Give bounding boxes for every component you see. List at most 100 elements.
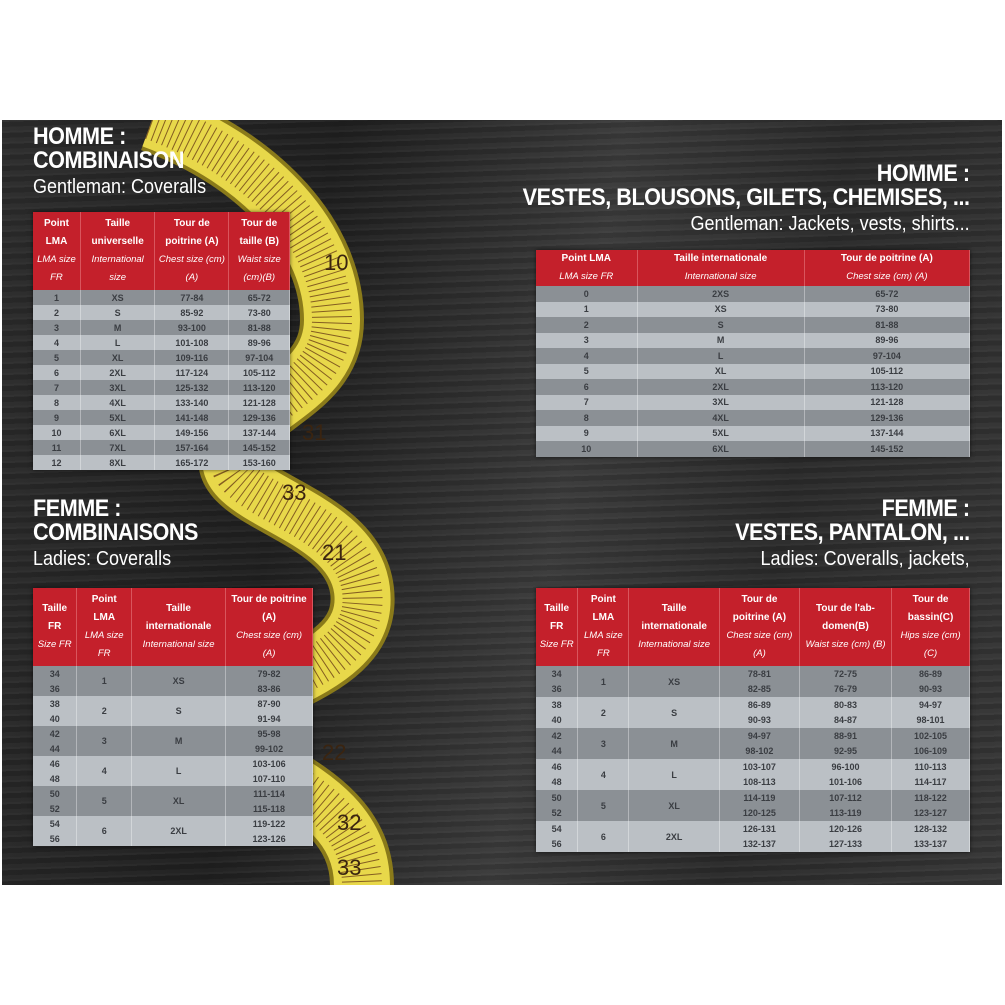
hips-cell: 106-109 bbox=[891, 743, 970, 759]
column-header-en: International size bbox=[142, 639, 215, 650]
table-cell: 145-152 bbox=[228, 440, 290, 455]
tape-number: 32 bbox=[337, 810, 361, 835]
size-fr-cell: 48 bbox=[536, 774, 579, 790]
size-fr-cell: 56 bbox=[536, 836, 579, 852]
hips-cell: 98-101 bbox=[891, 712, 970, 728]
chest-cell: 119-122 bbox=[225, 816, 313, 831]
table-cell: 89-96 bbox=[228, 335, 290, 350]
international-size-cell: S bbox=[628, 697, 720, 728]
chest-cell: 79-82 bbox=[225, 666, 313, 681]
table-cell: 4 bbox=[536, 348, 638, 364]
heading-line: FEMME : bbox=[881, 495, 970, 522]
table-row: 34 1 XS 79-82 bbox=[33, 666, 313, 696]
column-header-fr: Tour de poitrine (A) bbox=[840, 253, 933, 264]
table-cell: 149-156 bbox=[154, 425, 230, 440]
table-cell: XL bbox=[637, 363, 805, 379]
chest-cell: 123-126 bbox=[225, 831, 313, 846]
column-header-en: Waist size (cm)(B) bbox=[237, 254, 281, 283]
table-row: 2 S 85-92 73-80 bbox=[33, 305, 290, 320]
heading-line: COMBINAISONS bbox=[33, 519, 199, 546]
lma-size-cell: 2 bbox=[577, 697, 630, 728]
table-cell: 10 bbox=[536, 441, 638, 457]
heading-line: COMBINAISON bbox=[33, 147, 185, 174]
table-cell: 101-108 bbox=[154, 335, 230, 350]
table-cell: 2 bbox=[536, 317, 638, 333]
international-size-cell: XL bbox=[131, 786, 227, 816]
table-cell: 7XL bbox=[80, 440, 156, 455]
table-row: 4 L 97-104 bbox=[536, 348, 971, 364]
table-row: 7 3XL 121-128 bbox=[536, 394, 971, 410]
table-row: 44 98-102 92-95 106-109 bbox=[536, 743, 970, 759]
international-size-cell: S bbox=[131, 696, 227, 726]
chest-cell: 103-106 bbox=[225, 756, 313, 771]
table-row: 10 6XL 145-152 bbox=[536, 441, 971, 457]
heading-subtitle: Gentleman: Jackets, vests, shirts... bbox=[690, 213, 970, 235]
size-fr-cell: 44 bbox=[536, 743, 579, 759]
table-cell: 157-164 bbox=[154, 440, 230, 455]
table-cell: 8 bbox=[536, 410, 638, 426]
table-cell: 77-84 bbox=[154, 290, 230, 305]
chest-cell: 99-102 bbox=[225, 741, 313, 756]
table-cell: 6XL bbox=[80, 425, 156, 440]
table-cell: 6 bbox=[33, 365, 81, 380]
table-row: 5 XL 105-112 bbox=[536, 363, 971, 379]
table-header-row: Point LMA LMA size FR Taille universelle In… bbox=[33, 212, 290, 290]
table-cell: 4XL bbox=[80, 395, 156, 410]
size-fr-cell: 46 bbox=[536, 759, 579, 775]
column-header-en: Chest size (cm) (A) bbox=[846, 271, 928, 282]
column-header-en: International size bbox=[91, 254, 144, 283]
table-row: 8 4XL 133-140 121-128 bbox=[33, 395, 290, 410]
table-cell: 1 bbox=[33, 290, 81, 305]
table-cell: 129-136 bbox=[804, 410, 971, 426]
table-cell: 145-152 bbox=[804, 441, 971, 457]
lma-size-cell: 4 bbox=[76, 756, 133, 786]
table-cell: 5XL bbox=[80, 410, 156, 425]
table-row: 12 8XL 165-172 153-160 bbox=[33, 455, 290, 470]
size-fr-cell: 50 bbox=[536, 790, 579, 806]
column-header-en: Chest size (cm) (A) bbox=[726, 630, 793, 659]
chest-cell: 120-125 bbox=[719, 805, 800, 821]
table-cell: 105-112 bbox=[228, 365, 290, 380]
women-jackets-heading: FEMME : VESTES, PANTALON, ... Ladies: Co… bbox=[709, 495, 970, 570]
hips-cell: 90-93 bbox=[891, 681, 970, 697]
column-header: Taille internationale International size bbox=[637, 250, 805, 286]
table-cell: 5 bbox=[536, 363, 638, 379]
table-cell: 4XL bbox=[637, 410, 805, 426]
table-cell: M bbox=[80, 320, 156, 335]
chest-cell: 108-113 bbox=[719, 774, 800, 790]
column-header: Tour de poitrine (A) Chest size (cm) (A) bbox=[225, 588, 313, 666]
table-row: 5 XL 109-116 97-104 bbox=[33, 350, 290, 365]
table-cell: 9 bbox=[536, 425, 638, 441]
table-cell: 165-172 bbox=[154, 455, 230, 470]
table-cell: 2XS bbox=[637, 286, 805, 302]
hips-cell: 86-89 bbox=[891, 666, 970, 682]
size-fr-cell: 44 bbox=[33, 741, 78, 756]
column-header-en: Chest size (cm) (A) bbox=[158, 254, 225, 283]
international-size-cell: XS bbox=[628, 666, 720, 697]
table-row: 56 123-126 bbox=[33, 831, 313, 846]
column-header-fr: Taille FR bbox=[544, 603, 570, 632]
table-row: 46 4 L 103-107 96-100 110-113 bbox=[536, 759, 970, 790]
table-cell: 0 bbox=[536, 286, 638, 302]
table-cell: 3XL bbox=[637, 394, 805, 410]
table-cell: 141-148 bbox=[154, 410, 230, 425]
size-fr-cell: 50 bbox=[33, 786, 78, 801]
size-fr-cell: 52 bbox=[33, 801, 78, 816]
international-size-cell: M bbox=[131, 726, 227, 756]
column-header: Tour de taille (B) Waist size (cm)(B) bbox=[228, 212, 290, 290]
table-row: 9 5XL 137-144 bbox=[536, 425, 971, 441]
table-cell: 73-80 bbox=[804, 301, 971, 317]
table-row: 38 2 S 86-89 80-83 94-97 bbox=[536, 697, 970, 728]
women-jackets-table: Taille FR Size FR Point LMA LMA size FR Tail… bbox=[536, 588, 970, 852]
tape-number: 21 bbox=[322, 540, 346, 565]
chest-cell: 82-85 bbox=[719, 681, 800, 697]
table-cell: M bbox=[637, 332, 805, 348]
table-header-row: Taille FR Size FR Point LMA LMA size FR Tail… bbox=[33, 588, 313, 666]
table-cell: 97-104 bbox=[804, 348, 971, 364]
waist-cell: 76-79 bbox=[799, 681, 893, 697]
table-cell: 133-140 bbox=[154, 395, 230, 410]
table-row: 42 3 M 94-97 88-91 102-105 bbox=[536, 728, 970, 759]
table-cell: 137-144 bbox=[804, 425, 971, 441]
table-row: 34 1 XS 78-81 72-75 86-89 bbox=[536, 666, 970, 697]
heading-subtitle: Ladies: Coveralls bbox=[33, 548, 172, 570]
